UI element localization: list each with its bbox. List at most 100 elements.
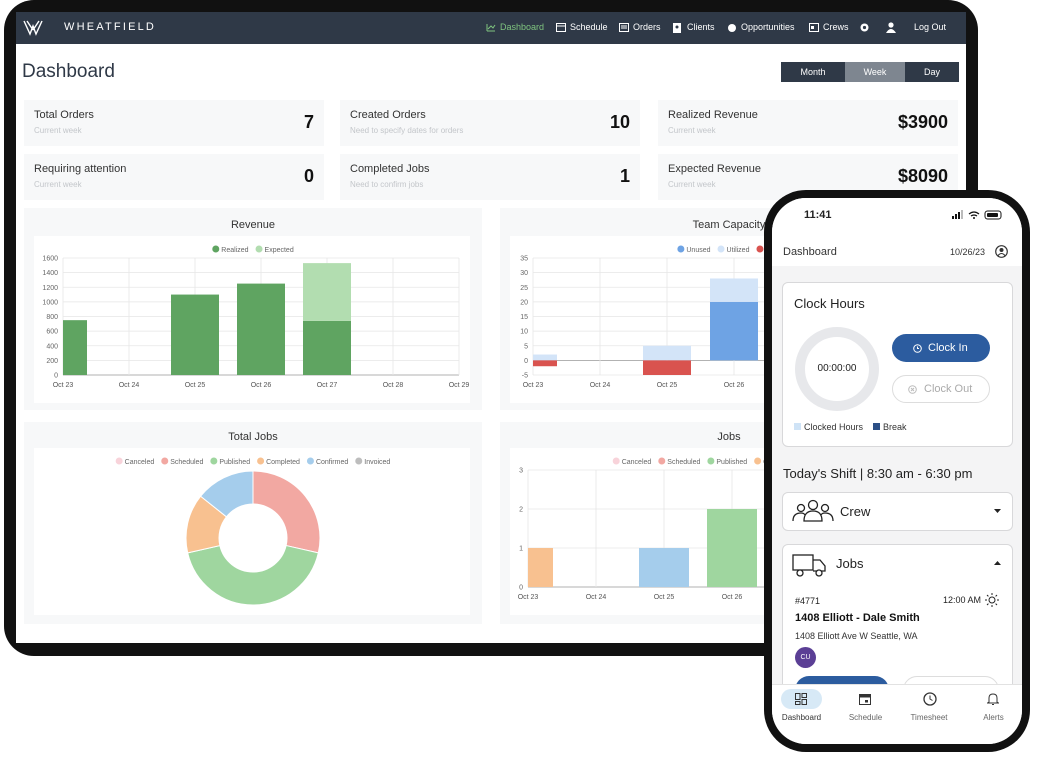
x-tick-label: Oct 24 [586, 594, 607, 601]
tab-icon [859, 694, 871, 705]
bar [533, 354, 557, 361]
bars [63, 263, 351, 375]
chart-title: Team Capacity [693, 219, 766, 231]
tab-bar: Dashboard Schedule Timesheet Alerts [772, 684, 1022, 744]
phone-date: 10/26/23 [949, 247, 985, 257]
legend-swatch [873, 423, 880, 430]
y-tick-label: 3 [519, 468, 523, 475]
job-number: #4771 [795, 596, 821, 606]
cancel-icon [908, 385, 917, 394]
status-icons [952, 210, 1002, 220]
status-time: 11:41 [804, 209, 832, 221]
bars [533, 278, 758, 375]
legend-label: Scheduled [667, 459, 700, 466]
legend-label: Confirmed [316, 459, 348, 466]
stat-label: Total Orders [34, 109, 94, 121]
job-name: 1408 Elliott - Dale Smith [795, 612, 920, 624]
stat-value: $8090 [897, 166, 948, 186]
stat-sub: Current week [668, 180, 716, 189]
tab-label[interactable]: Alerts [983, 713, 1004, 722]
phone-title: Dashboard [783, 246, 837, 258]
truck-icon [792, 554, 826, 577]
bar [171, 294, 219, 375]
clock-ring [795, 327, 879, 411]
settings-icon[interactable] [859, 22, 870, 33]
nav-link[interactable]: Dashboard [500, 22, 545, 32]
nav-icon [728, 24, 736, 32]
y-tick-label: 30 [520, 270, 528, 277]
nav-icon [556, 23, 566, 32]
chart: Revenue 0 200 400 600 800 1000 1200 1400 1600 Oct … [24, 208, 482, 410]
logout[interactable]: Log Out [914, 22, 947, 32]
chart-title: Total Jobs [228, 431, 278, 443]
tab-label[interactable]: Dashboard [781, 713, 822, 722]
legend-swatch [210, 457, 218, 465]
clock-out-button[interactable]: Clock Out [892, 375, 990, 403]
bar [643, 345, 691, 361]
legend-swatch [717, 245, 725, 253]
legend-swatch [754, 457, 762, 465]
legend-swatch [658, 457, 666, 465]
range-button[interactable]: Day [905, 62, 959, 82]
nav-link[interactable]: Clients [687, 22, 715, 32]
y-tick-label: 200 [46, 358, 58, 365]
crew-title: Crew [840, 504, 871, 519]
tab-icon [987, 693, 999, 705]
stat-card: Created Orders Need to specify dates for … [340, 100, 640, 146]
x-tick-label: Oct 26 [724, 382, 745, 389]
donut-segment [187, 544, 319, 606]
x-tick-label: Oct 23 [523, 382, 544, 389]
stat-label: Requiring attention [34, 163, 127, 175]
y-tick-label: 20 [520, 299, 528, 306]
x-tick-label: Oct 25 [657, 382, 678, 389]
y-tick-label: 800 [46, 314, 58, 321]
y-tick-label: 2 [519, 507, 523, 514]
y-tick-label: 0 [519, 585, 523, 592]
donut-segment [199, 470, 254, 518]
nav-link[interactable]: Orders [633, 22, 661, 32]
x-tick-label: Oct 24 [119, 382, 140, 389]
legend-label: Canceled [622, 459, 652, 466]
x-tick-label: Oct 25 [185, 382, 206, 389]
range-button[interactable]: Week [845, 62, 905, 82]
job-address: 1408 Elliott Ave W Seattle, WA [795, 631, 918, 641]
range-button[interactable]: Month [781, 62, 845, 82]
nav-link[interactable]: Schedule [570, 22, 608, 32]
tab-label[interactable]: Schedule [848, 713, 883, 722]
nav-icon [673, 23, 681, 33]
profile-icon[interactable] [995, 245, 1008, 258]
user-icon[interactable] [886, 22, 896, 33]
clock-in-button[interactable]: Clock In [892, 334, 990, 362]
nav-link[interactable]: Crews [823, 22, 849, 32]
bar [707, 509, 757, 587]
bar [303, 320, 351, 375]
stat-value: 10 [609, 112, 630, 132]
nav-link[interactable]: Opportunities [741, 22, 795, 32]
donut-segment [252, 470, 321, 554]
legend-swatch [212, 245, 220, 253]
x-tick-label: Oct 26 [251, 382, 272, 389]
crew-card[interactable]: Crew [782, 492, 1013, 531]
crew-icon [792, 499, 834, 522]
stat-label: Completed Jobs [350, 163, 430, 175]
legend-swatch [255, 245, 263, 253]
legend-swatch [161, 457, 169, 465]
job-time: 12:00 AM [942, 595, 981, 605]
legend-label: Expected [265, 247, 294, 254]
tab-label[interactable]: Timesheet [910, 713, 948, 722]
x-tick-label: Oct 23 [518, 594, 539, 601]
stat-card: Completed Jobs Need to confirm jobs 1 [340, 154, 640, 200]
y-tick-label: 1400 [42, 270, 58, 277]
legend-swatch [612, 457, 620, 465]
bar [303, 263, 351, 321]
stat-card: Realized Revenue Current week $3900 [658, 100, 958, 146]
stat-sub: Current week [34, 180, 82, 189]
nav-icon [809, 23, 819, 32]
y-tick-label: 1 [519, 546, 523, 553]
legend-swatch [257, 457, 265, 465]
caret [994, 561, 1001, 565]
x-tick-label: Oct 26 [722, 594, 743, 601]
